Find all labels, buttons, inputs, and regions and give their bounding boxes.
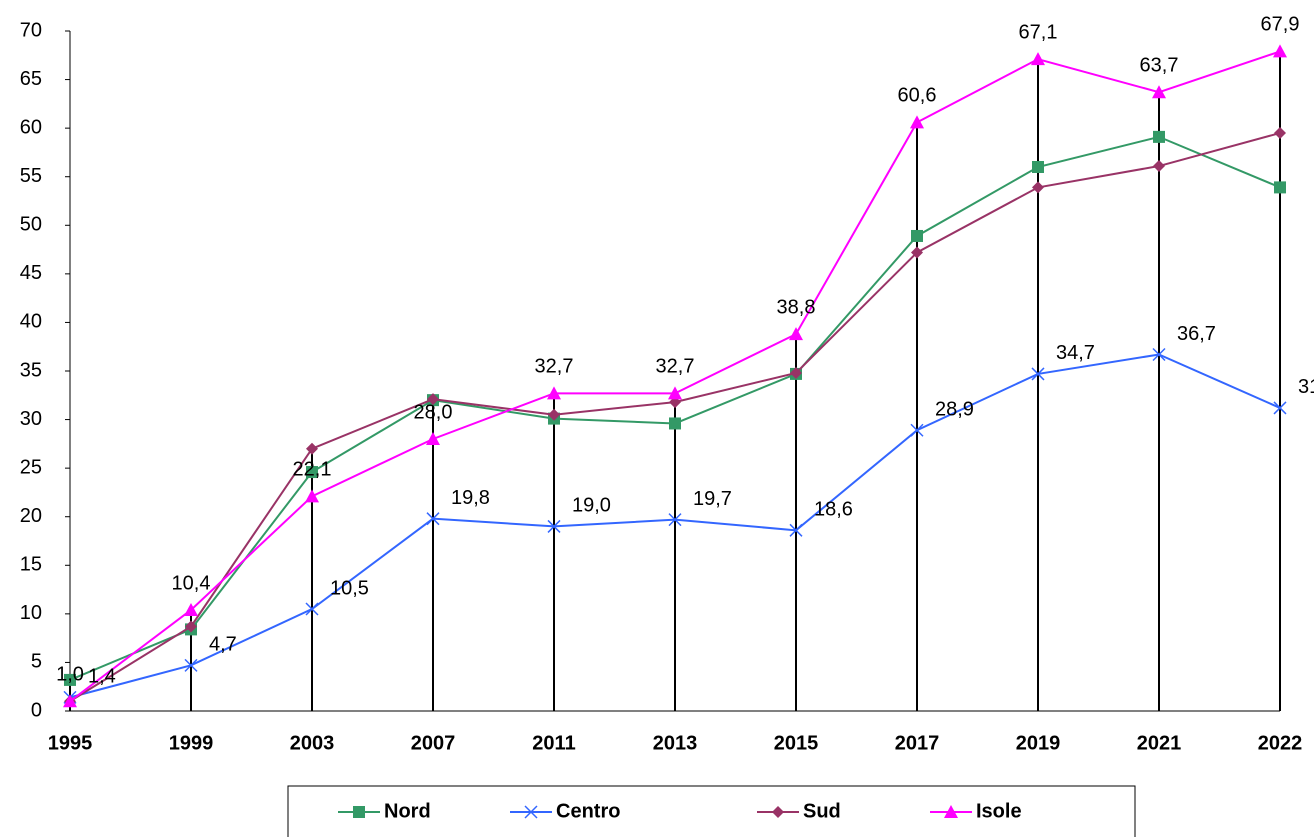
x-tick-label: 1999 xyxy=(169,732,214,754)
x-tick-label: 2011 xyxy=(532,732,575,754)
data-point xyxy=(185,620,197,633)
data-point xyxy=(1031,367,1045,381)
legend-label: Nord xyxy=(384,800,431,822)
data-label: 22,1 xyxy=(293,459,332,481)
data-point xyxy=(427,393,439,406)
y-tick-label: 40 xyxy=(20,311,42,333)
data-point xyxy=(547,386,561,400)
data-label: 28,0 xyxy=(414,401,453,423)
data-point xyxy=(1274,181,1286,194)
data-point xyxy=(668,513,682,527)
x-tick-label: 2022 xyxy=(1258,732,1303,754)
y-tick-label: 0 xyxy=(31,699,42,721)
legend-label: Isole xyxy=(976,800,1022,822)
x-tick-label: 2017 xyxy=(895,732,940,754)
data-point xyxy=(1153,160,1165,173)
x-tick-label: 2015 xyxy=(774,732,819,754)
y-tick-label: 45 xyxy=(20,262,42,284)
legend-label: Centro xyxy=(556,800,620,822)
data-point xyxy=(305,489,319,503)
data-point xyxy=(1032,181,1044,194)
legend-marker xyxy=(353,806,365,818)
x-tick-label: 2021 xyxy=(1137,732,1182,754)
data-point xyxy=(911,229,923,242)
data-label: 31,2 xyxy=(1298,376,1314,398)
data-point xyxy=(305,602,319,616)
data-label: 19,8 xyxy=(451,487,490,509)
legend-marker xyxy=(944,805,958,818)
y-tick-label: 5 xyxy=(31,651,42,673)
y-tick-label: 55 xyxy=(20,165,42,187)
data-point xyxy=(1152,85,1166,99)
data-label: 10,4 xyxy=(172,572,211,594)
legend-marker xyxy=(524,805,538,819)
y-tick-label: 30 xyxy=(20,408,42,430)
data-point xyxy=(306,442,318,455)
legend-marker xyxy=(772,806,784,818)
data-label: 63,7 xyxy=(1140,54,1179,76)
data-label: 10,5 xyxy=(330,577,369,599)
data-point xyxy=(1273,401,1287,415)
y-tick-label: 50 xyxy=(20,214,42,236)
legend-item: Isole xyxy=(930,800,1022,822)
data-label: 19,7 xyxy=(693,488,732,510)
data-point xyxy=(184,602,198,616)
data-point xyxy=(910,423,924,437)
y-tick-label: 70 xyxy=(20,19,42,41)
legend-label: Sud xyxy=(803,800,841,822)
data-point xyxy=(184,658,198,672)
data-point xyxy=(789,523,803,537)
y-tick-label: 15 xyxy=(20,554,42,576)
data-label: 34,7 xyxy=(1056,342,1095,364)
legend-item: Nord xyxy=(338,800,431,822)
data-point xyxy=(1274,127,1286,139)
data-label: 19,0 xyxy=(572,495,611,517)
data-point xyxy=(1153,130,1165,143)
data-point xyxy=(1031,52,1045,66)
data-label: 1,0 xyxy=(56,664,84,686)
data-label: 1,4 xyxy=(88,666,116,688)
data-point xyxy=(1273,44,1287,58)
data-label: 36,7 xyxy=(1177,323,1216,345)
data-point xyxy=(668,386,682,400)
data-point xyxy=(1152,347,1166,362)
data-label: 38,8 xyxy=(777,296,816,318)
data-label: 32,7 xyxy=(656,356,695,378)
data-label: 60,6 xyxy=(898,85,937,107)
data-point xyxy=(547,519,561,533)
y-tick-label: 35 xyxy=(20,359,42,381)
y-tick-label: 10 xyxy=(20,602,42,624)
x-tick-label: 2003 xyxy=(290,732,335,754)
y-tick-label: 65 xyxy=(20,68,42,90)
data-point xyxy=(63,694,77,708)
y-tick-label: 60 xyxy=(20,116,42,138)
data-point xyxy=(669,417,681,430)
data-label: 28,9 xyxy=(935,399,974,421)
data-point xyxy=(548,408,560,421)
data-label: 67,9 xyxy=(1261,14,1300,36)
data-point xyxy=(306,466,318,479)
x-tick-label: 2019 xyxy=(1016,732,1061,754)
y-tick-label: 25 xyxy=(20,456,42,478)
y-tick-label: 20 xyxy=(20,505,42,527)
data-point xyxy=(1032,161,1044,173)
data-point xyxy=(910,115,924,129)
data-point xyxy=(426,432,440,445)
data-point xyxy=(790,366,802,379)
data-label: 18,6 xyxy=(814,499,853,521)
data-point xyxy=(64,673,76,686)
data-label: 32,7 xyxy=(535,356,574,378)
data-label: 4,7 xyxy=(209,634,237,656)
legend-item: Centro xyxy=(510,800,620,822)
x-tick-label: 2013 xyxy=(653,732,698,754)
legend-item: Sud xyxy=(757,800,841,822)
legend-box xyxy=(287,785,1136,837)
x-tick-label: 2007 xyxy=(411,732,456,754)
data-point xyxy=(426,512,440,526)
data-point xyxy=(789,327,803,341)
data-point xyxy=(911,246,923,259)
data-label: 67,1 xyxy=(1019,21,1058,43)
x-tick-label: 1995 xyxy=(48,732,93,754)
